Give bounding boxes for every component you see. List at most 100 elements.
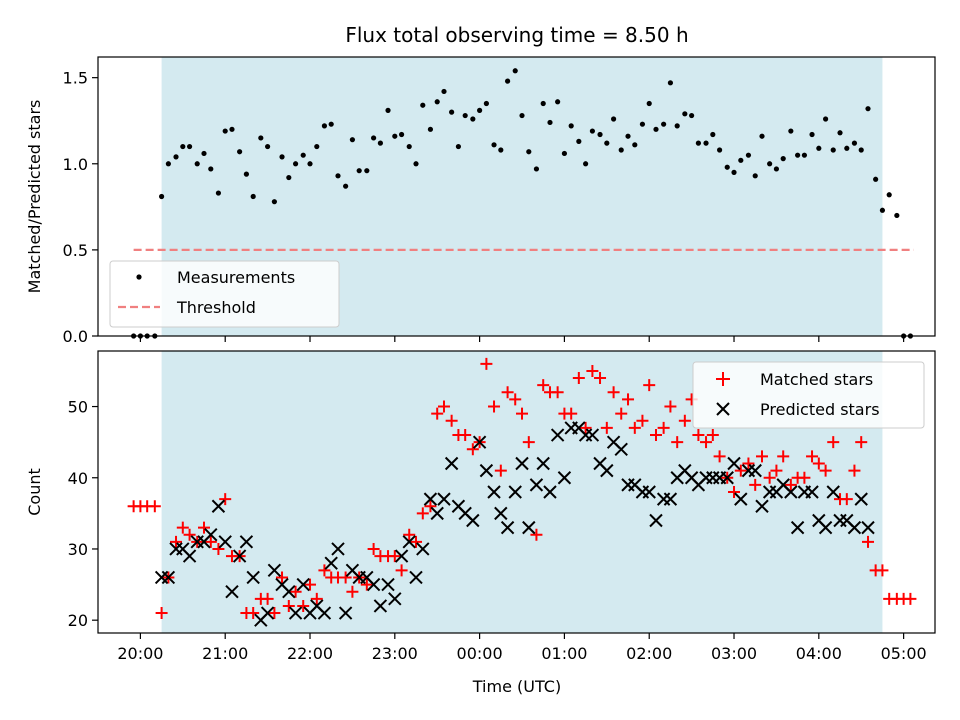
matched-star-point [403,528,416,541]
matched-star-point [728,486,741,498]
measurement-point [653,126,659,132]
measurement-point [752,173,758,179]
predicted-star-point [805,485,819,499]
matched-star-point [466,443,479,456]
legend-marker-measurements [136,274,142,280]
measurement-point [392,133,398,139]
matched-star-point [289,585,302,598]
measurement-point [844,145,850,151]
matched-star-point [607,386,620,399]
measurement-point [180,143,186,150]
measurement-point [356,168,362,174]
measurement-point [823,116,829,122]
measurement-point [477,107,483,113]
matched-star-point [763,471,776,484]
predicted-star-point [466,513,480,528]
x-tick-label: 21:00 [202,644,248,663]
predicted-star-point [409,570,423,585]
matched-star-point [551,386,564,399]
measurement-point [201,150,207,157]
measurement-point [773,166,780,172]
matched-star-point [318,564,331,577]
matched-star-point [537,379,550,392]
measurement-point [801,152,808,158]
ratio-panel: 0.0 0.5 1.0 1.5 Matched/Predicted stars Mea… [25,56,936,346]
measurement-point [165,161,171,167]
ratio-legend-box [109,260,340,328]
matched-star-point [416,507,429,520]
legend-label-measurements: Measurements [177,268,295,287]
matched-star-point [494,464,507,477]
predicted-star-point [394,549,409,563]
matched-star-point [565,407,578,420]
measurement-point [568,123,574,129]
measurement-point [886,192,892,198]
matched-star-point [671,436,684,449]
predicted-star-point [182,549,197,563]
matched-star-point [183,528,196,541]
predicted-star-point [437,492,451,506]
predicted-star-point [282,584,296,599]
matched-star-point [424,500,437,513]
measurement-point [795,152,801,158]
x-tick-label: 05:00 [881,644,927,663]
measurement-point [265,143,271,150]
matched-star-point [170,535,183,548]
y-tick-label: 30 [68,540,88,559]
predicted-star-point [423,492,438,506]
count-legend: Matched stars Predicted stars [692,361,925,429]
predicted-star-points [156,422,875,627]
measurement-point [321,123,328,129]
measurement-point [455,143,462,150]
matched-star-point [713,450,726,463]
measurement-point [780,156,786,162]
measurement-point [589,128,595,134]
count-plot-frame [97,350,936,634]
measurement-point [703,140,709,146]
measurement-point [279,154,285,160]
matched-star-point [282,599,295,612]
measurement-point [858,147,864,153]
y-tick-label: 0.5 [63,241,88,260]
predicted-star-point [296,577,310,592]
measurement-point [237,149,243,155]
measurement-point [674,123,680,129]
matched-star-point [700,436,713,449]
measurement-point [689,112,695,119]
measurement-point [646,100,652,107]
measurement-point [540,100,546,107]
predicted-star-point [734,492,748,506]
predicted-star-point [317,606,332,620]
predicted-star-point [550,428,565,442]
measurement-point [364,168,370,174]
measurement-point [434,99,440,105]
measurement-point [837,130,843,136]
matched-star-point [798,471,811,484]
measurement-point [186,143,193,150]
matched-star-point [586,364,599,377]
matched-star-point [339,571,352,584]
matched-star-point [572,372,585,385]
predicted-star-point [204,528,218,542]
matched-star-point [636,414,649,427]
measurement-point [879,207,886,213]
measurement-point [398,131,405,138]
measurement-point [208,166,214,172]
measurement-point [555,99,561,105]
matched-star-point [501,386,514,399]
measurement-point [576,138,582,144]
matched-star-point [297,599,310,612]
measurement-point [519,112,525,119]
x-tick-label: 22:00 [287,644,333,663]
matched-star-point [643,379,656,392]
measurement-point [335,173,341,179]
measurement-point [314,143,320,150]
matched-star-point [367,542,380,555]
predicted-star-point [416,542,430,556]
matched-star-point [212,542,225,555]
predicted-star-point [381,577,395,592]
measurement-point [504,78,511,84]
matched-star-point [819,464,832,477]
measurement-point [604,140,610,146]
